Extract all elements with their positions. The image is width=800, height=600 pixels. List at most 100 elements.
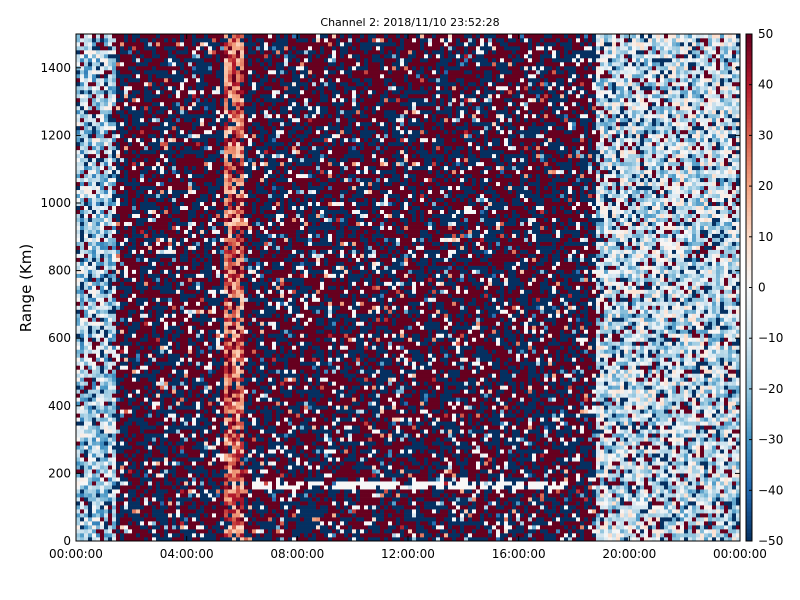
heatmap-cell <box>216 66 220 70</box>
heatmap-cell <box>124 329 128 333</box>
heatmap-cell <box>112 222 116 226</box>
heatmap-cell <box>212 130 216 134</box>
heatmap-cell <box>164 337 168 341</box>
heatmap-cell <box>148 301 152 305</box>
heatmap-cell <box>188 485 192 489</box>
heatmap-cell <box>204 437 208 441</box>
heatmap-cell <box>156 126 160 130</box>
heatmap-cell <box>136 361 140 365</box>
heatmap-cell <box>120 325 124 329</box>
heatmap-cell <box>220 333 224 337</box>
heatmap-cell <box>172 86 176 90</box>
heatmap-cell <box>120 401 124 405</box>
heatmap-cell <box>76 54 80 58</box>
heatmap-cell <box>124 190 128 194</box>
heatmap-cell <box>220 250 224 254</box>
heatmap-cell <box>80 130 84 134</box>
heatmap-cell <box>128 258 132 262</box>
heatmap-cell <box>92 290 96 294</box>
heatmap-cell <box>224 78 228 82</box>
heatmap-cell <box>216 242 220 246</box>
heatmap-cell <box>216 329 220 333</box>
heatmap-cell <box>184 489 188 493</box>
heatmap-cell <box>212 74 216 78</box>
heatmap-cell <box>132 437 136 441</box>
heatmap-cell <box>224 50 228 54</box>
heatmap-cell <box>136 525 140 529</box>
heatmap-cell <box>96 258 100 262</box>
heatmap-cell <box>192 385 196 389</box>
heatmap-cell <box>144 166 148 170</box>
heatmap-cell <box>196 349 200 353</box>
heatmap-cell <box>80 445 84 449</box>
heatmap-cell <box>80 421 84 425</box>
heatmap-cell <box>132 82 136 86</box>
heatmap-cell <box>116 389 120 393</box>
heatmap-cell <box>216 226 220 230</box>
heatmap-cell <box>176 66 180 70</box>
heatmap-cell <box>100 206 104 210</box>
heatmap-cell <box>212 421 216 425</box>
heatmap-cell <box>204 106 208 110</box>
heatmap-cell <box>204 309 208 313</box>
heatmap-cell <box>180 62 184 66</box>
heatmap-cell <box>88 317 92 321</box>
heatmap-cell <box>200 517 204 521</box>
heatmap-cell <box>144 369 148 373</box>
heatmap-cell <box>88 242 92 246</box>
heatmap-cell <box>220 293 224 297</box>
heatmap-cell <box>192 473 196 477</box>
heatmap-cell <box>192 222 196 226</box>
heatmap-cell <box>172 50 176 54</box>
heatmap-cell <box>216 365 220 369</box>
heatmap-cell <box>172 278 176 282</box>
heatmap-cell <box>144 297 148 301</box>
heatmap-cell <box>84 190 88 194</box>
heatmap-cell <box>180 98 184 102</box>
heatmap-cell <box>80 457 84 461</box>
heatmap-cell <box>108 262 112 266</box>
heatmap-cell <box>228 333 232 337</box>
heatmap-cell <box>228 385 232 389</box>
heatmap-cell <box>156 214 160 218</box>
heatmap-cell <box>220 226 224 230</box>
heatmap-cell <box>100 134 104 138</box>
heatmap-cell <box>216 150 220 154</box>
heatmap-cell <box>100 178 104 182</box>
heatmap-cell <box>200 262 204 266</box>
heatmap-cell <box>224 70 228 74</box>
heatmap-cell <box>100 481 104 485</box>
heatmap-cell <box>76 114 80 118</box>
heatmap-cell <box>140 401 144 405</box>
heatmap-cell <box>100 290 104 294</box>
heatmap-cell <box>200 182 204 186</box>
heatmap-cell <box>92 38 96 42</box>
heatmap-cell <box>152 278 156 282</box>
heatmap-cell <box>148 373 152 377</box>
heatmap-cell <box>160 297 164 301</box>
heatmap-cell <box>112 325 116 329</box>
heatmap-cell <box>76 158 80 162</box>
heatmap-cell <box>120 385 124 389</box>
heatmap-cell <box>100 46 104 50</box>
heatmap-cell <box>180 505 184 509</box>
heatmap-cell <box>168 317 172 321</box>
heatmap-cell <box>164 293 168 297</box>
heatmap-cell <box>188 194 192 198</box>
heatmap-cell <box>128 178 132 182</box>
heatmap-cell <box>144 397 148 401</box>
heatmap-cell <box>140 50 144 54</box>
heatmap-cell <box>108 270 112 274</box>
heatmap-cell <box>132 162 136 166</box>
heatmap-cell <box>124 533 128 537</box>
heatmap-cell <box>212 154 216 158</box>
heatmap-cell <box>176 345 180 349</box>
heatmap-cell <box>204 262 208 266</box>
heatmap-cell <box>156 94 160 98</box>
heatmap-cell <box>104 178 108 182</box>
heatmap-cell <box>228 409 232 413</box>
heatmap-cell <box>188 62 192 66</box>
heatmap-cell <box>212 58 216 62</box>
heatmap-cell <box>148 445 152 449</box>
heatmap-cell <box>112 278 116 282</box>
